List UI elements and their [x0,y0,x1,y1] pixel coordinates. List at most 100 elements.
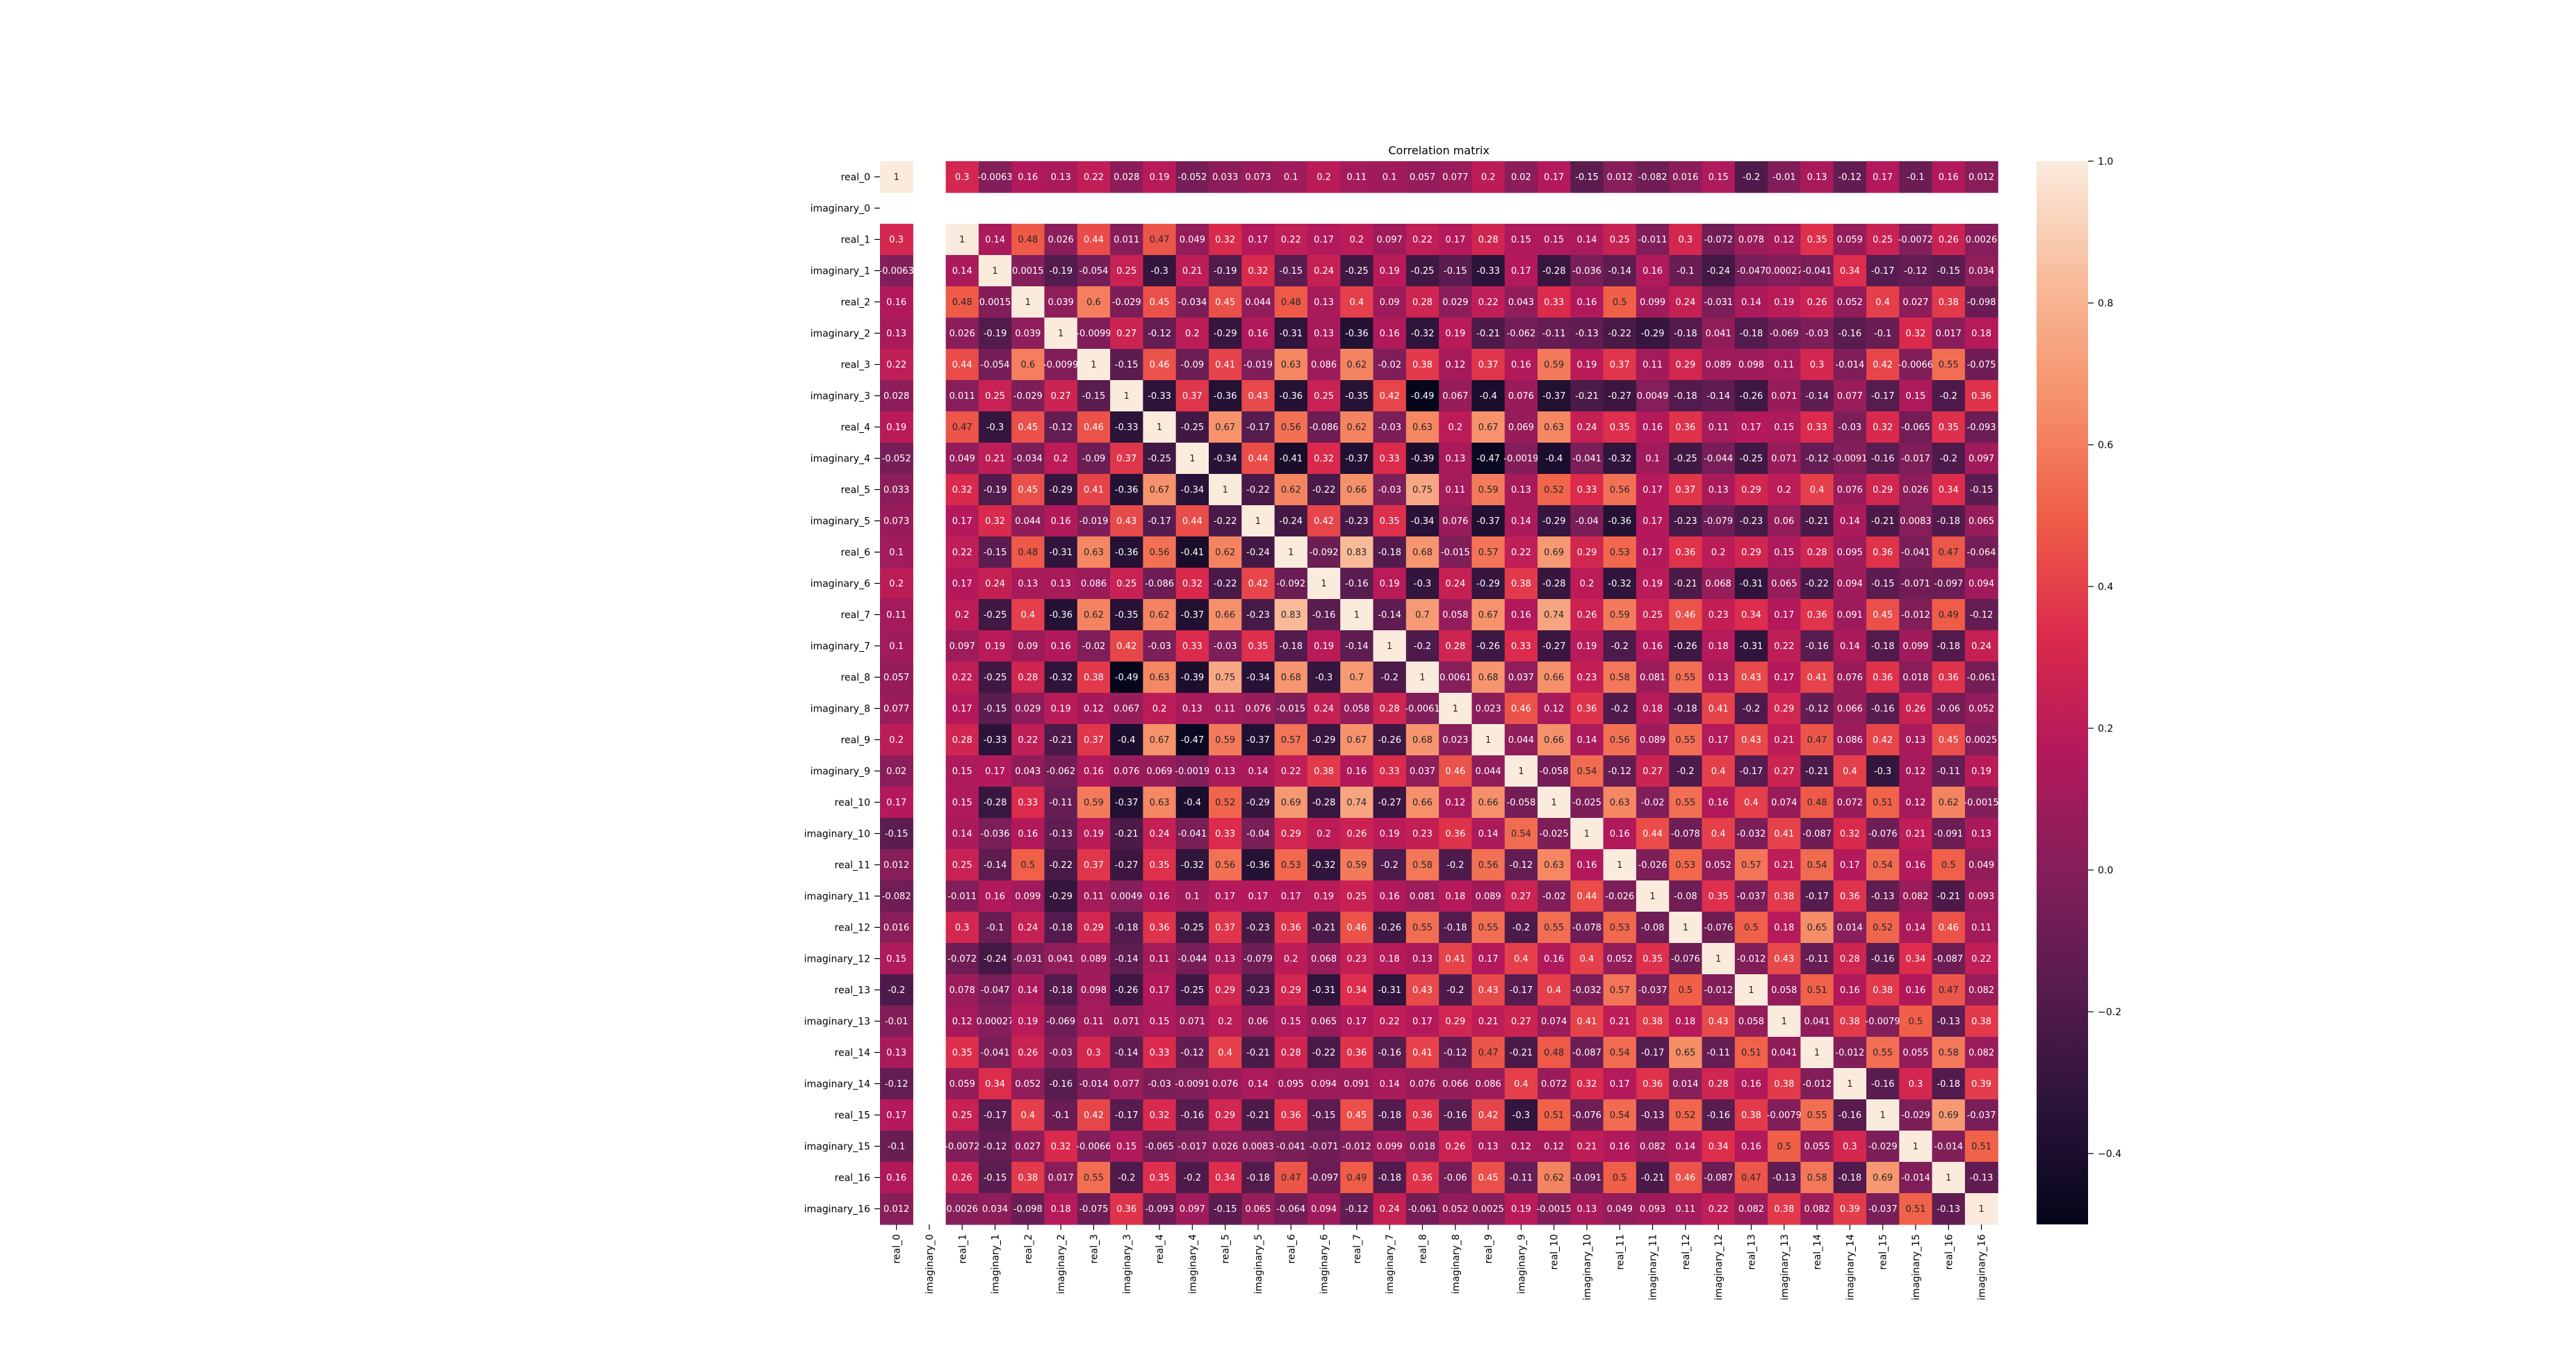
cell-value-label: 0.076 [1837,673,1863,683]
cell-value-label: -0.28 [1542,266,1566,277]
cell-value-label: 0.12 [1445,798,1465,808]
cell-value-label: 0.12 [1084,704,1104,714]
heatmap-cell [880,849,913,881]
heatmap-cell [1964,1162,1998,1194]
heatmap-cell [1899,1068,1933,1100]
heatmap-cell [1800,1162,1834,1194]
heatmap-cell [1143,1131,1177,1163]
heatmap-cell [1077,1099,1111,1131]
cell-value-label: 0.19 [1084,829,1104,839]
cell-value-label: 0.16 [1018,172,1038,183]
cell-value-label: 0.24 [1314,266,1334,277]
heatmap-cell [1077,943,1111,975]
heatmap-cell [1405,724,1440,756]
heatmap-cell [1833,568,1867,600]
cell-value-label: 0.54 [1807,860,1827,871]
heatmap-cell [1899,880,1933,912]
cell-value-label: 0.16 [1346,766,1367,777]
heatmap-cell [1307,943,1341,975]
heatmap-cell [1669,880,1703,912]
cell-value-label: -0.011 [947,892,977,902]
cell-value-label: -0.01 [1772,172,1796,183]
heatmap-cell [1110,849,1143,881]
cell-value-label: 0.16 [1018,829,1038,839]
heatmap-cell [1866,443,1900,475]
cell-value-label: 0.29 [1281,985,1301,996]
heatmap-cell [1833,224,1867,256]
cell-value-label: 0.16 [985,892,1005,902]
heatmap-cell [1472,568,1506,600]
cell-value-label: -0.12 [1805,704,1829,714]
cell-value-label: 0.027 [1902,297,1928,308]
heatmap-cell [1932,568,1966,600]
heatmap-cell [945,443,979,475]
cell-value-label: 0.25 [1314,391,1334,402]
cell-value-label: 0.42 [1116,641,1136,652]
heatmap-cell [1570,1068,1604,1100]
heatmap-cell [1405,1099,1440,1131]
cell-value-label: -0.0019 [1175,766,1209,777]
heatmap-cell [1143,818,1177,850]
heatmap-cell [1636,755,1670,787]
cell-value-label: 0.13 [1412,954,1433,965]
cell-value-label: -0.22 [1049,860,1073,871]
heatmap-cell [1899,161,1933,193]
y-tick-label: real_11 [835,860,870,871]
heatmap-cell [1504,912,1538,944]
heatmap-cell [978,630,1012,662]
cell-value-label: -0.21 [1312,923,1336,933]
heatmap-cell [1405,1068,1440,1100]
cell-value-label: -0.14 [984,860,1007,871]
heatmap-cell [1800,1193,1834,1225]
heatmap-cell [1669,849,1703,881]
heatmap-cell [1143,411,1177,443]
cell-value-label: 0.26 [1576,610,1597,621]
heatmap-cell [1734,1037,1768,1069]
x-tick-label: real_13 [1746,1234,1757,1270]
heatmap-cell [1241,912,1275,944]
heatmap-cell [978,599,1012,631]
cell-value-label: -0.12 [1904,266,1927,277]
cell-value-label: 0.14 [1511,516,1531,527]
heatmap-cell [1603,255,1637,287]
heatmap-cell [1143,662,1177,694]
cell-value-label: -0.091 [1934,829,1963,839]
cell-value-label: -0.22 [1805,579,1829,589]
heatmap-cell [1702,1193,1736,1225]
cell-value-label: -0.12 [1608,766,1631,777]
cell-value-label: 0.41 [1412,1048,1433,1058]
heatmap-cell [1636,411,1670,443]
heatmap-cell [1110,536,1143,568]
cell-value-label: 0.011 [1114,235,1139,245]
heatmap-cell [978,1193,1012,1225]
cell-value-label: 0.39 [1840,1204,1860,1215]
heatmap-cell [880,286,913,318]
cell-value-label: 0.51 [1741,1048,1761,1058]
cell-value-label: 0.069 [1146,766,1172,777]
cell-value-label: -0.32 [1049,673,1073,683]
cell-value-label: 1 [1880,1110,1886,1121]
cell-value-label: 0.32 [1905,329,1925,339]
heatmap-cell [1241,443,1275,475]
cell-value-label: 0.3 [1679,235,1693,245]
heatmap-cell [1241,818,1275,850]
heatmap-cell [1669,943,1703,975]
cell-value-label: 0.55 [1478,923,1499,933]
heatmap-cell [1603,474,1637,506]
cell-value-label: -0.13 [1641,1110,1665,1121]
heatmap-cell [1702,755,1736,787]
heatmap-cell [880,787,913,819]
x-tick-label: imaginary_2 [1056,1234,1067,1294]
heatmap-cell [1175,599,1209,631]
cell-value-label: 0.66 [1478,798,1499,808]
heatmap-cell [1669,474,1703,506]
cell-value-label: 0.043 [1508,297,1534,308]
heatmap-cell [1209,568,1242,600]
cell-value-label: 0.17 [1544,172,1564,183]
heatmap-cell [1373,411,1407,443]
heatmap-cell [1472,1006,1506,1037]
cell-value-label: -0.054 [1079,266,1108,277]
heatmap-cell [1405,1162,1440,1194]
cell-value-label: 0.67 [1150,485,1170,495]
heatmap-cell [1702,787,1736,819]
